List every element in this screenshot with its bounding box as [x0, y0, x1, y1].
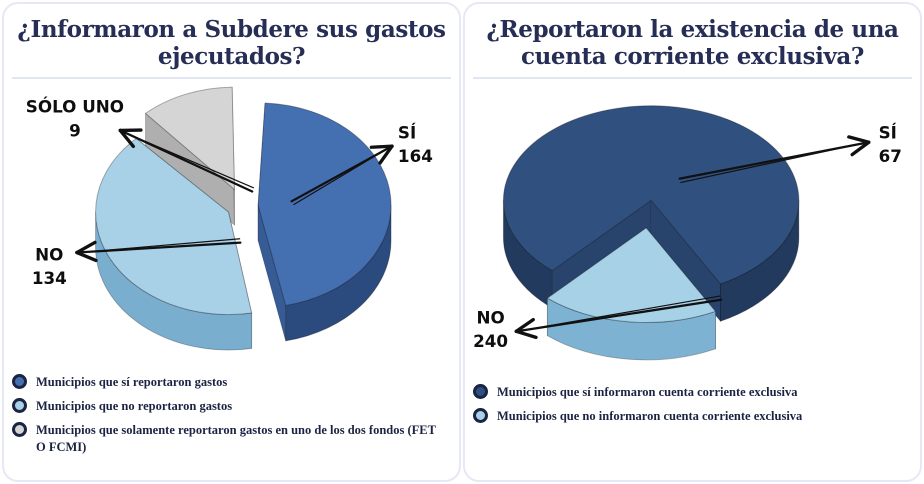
- pie-slice-top: [502, 105, 800, 285]
- callout-value: 9: [69, 121, 81, 141]
- callout-arrow: [514, 295, 723, 340]
- arrow-head: [75, 251, 98, 263]
- pie-slice-top: [257, 102, 392, 307]
- arrow-head: [75, 241, 97, 255]
- pie-chart-gastos: SÓLO UNO 9 SÍ 164 NO 134: [26, 86, 433, 351]
- pie-slice-top: [546, 227, 717, 324]
- arrow-line-sketch: [293, 149, 386, 206]
- callout-arrow: [290, 144, 394, 206]
- legend-label: Municipios que no informaron cuenta corr…: [497, 409, 803, 424]
- title-divider: [12, 77, 451, 80]
- callout-value: 67: [879, 146, 902, 166]
- callout-arrow: [75, 238, 242, 263]
- callout-value: 134: [32, 268, 67, 288]
- legend-marker-icon: [12, 374, 27, 390]
- callout-label: SÍ: [398, 122, 416, 143]
- arrow-head: [850, 140, 871, 157]
- legend-item: Municipios que sí informaron cuenta corr…: [473, 384, 908, 401]
- arrow-head: [118, 128, 136, 149]
- legend-item: Municipios que no informaron cuenta corr…: [473, 408, 908, 425]
- legend-item: Municipios que no reportaron gastos: [12, 398, 447, 415]
- legend-marker-icon: [12, 398, 27, 414]
- callout-value: 240: [473, 331, 508, 351]
- arrow-head: [378, 144, 394, 165]
- legend-cuenta: Municipios que sí informaron cuenta corr…: [465, 365, 920, 440]
- arrow-head: [514, 318, 535, 334]
- arrow-head: [847, 135, 871, 145]
- arrow-line-sketch: [127, 133, 255, 189]
- legend-marker-icon: [473, 408, 488, 424]
- callout-arrow: [678, 135, 871, 184]
- title-divider: [473, 77, 912, 80]
- callout-value: 164: [398, 146, 433, 166]
- arrow-line-sketch: [523, 295, 721, 331]
- legend-item: Municipios que solamente reportaron gast…: [12, 422, 447, 456]
- chart-title-cuenta: ¿Reportaron la existencia de una cuenta …: [486, 16, 899, 71]
- callout-arrow: [118, 128, 255, 193]
- pie-slice-top: [144, 86, 235, 191]
- chart-title-gastos: ¿Informaron a Subdere sus gastos ejecuta…: [17, 16, 446, 71]
- pie-slice-top: [95, 138, 253, 316]
- callout-label: SÓLO UNO: [26, 96, 124, 117]
- arrow-line-sketch: [680, 143, 862, 184]
- pie-3d: [95, 86, 392, 351]
- arrow-head: [514, 329, 538, 340]
- chart-card-cuenta: ¿Reportaron la existencia de una cuenta …: [463, 2, 922, 482]
- legend-item: Municipios que sí reportaron gastos: [12, 374, 447, 391]
- legend-gastos: Municipios que sí reportaron gastos Munic…: [4, 365, 459, 471]
- pie-slice-rim: [546, 297, 717, 361]
- callout-label: SÍ: [879, 122, 897, 143]
- chart-card-gastos: ¿Informaron a Subdere sus gastos ejecuta…: [2, 2, 461, 482]
- legend-label: Municipios que no reportaron gastos: [36, 399, 233, 414]
- legend-label: Municipios que sí informaron cuenta corr…: [497, 385, 798, 400]
- legend-label: Municipios que solamente reportaron gast…: [36, 423, 436, 454]
- callout-label: NO: [35, 245, 63, 265]
- pie-chart-cuenta: SÍ 67 NO 240: [473, 105, 902, 361]
- arrow-line-sketch: [84, 238, 241, 253]
- legend-marker-icon: [473, 384, 488, 400]
- pie-3d: [502, 105, 800, 361]
- legend-marker-icon: [12, 422, 27, 437]
- callout-label: NO: [476, 308, 504, 328]
- arrow-head: [369, 144, 394, 150]
- legend-label: Municipios que sí reportaron gastos: [36, 375, 228, 390]
